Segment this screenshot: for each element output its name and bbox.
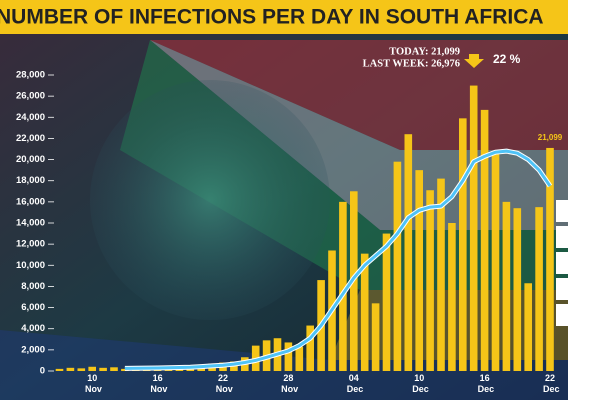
bar [55,368,64,371]
down-arrow [464,54,484,68]
x-tick-label: 16 Dec [475,373,494,394]
bar [480,109,489,371]
x-tick-label-part: Dec [410,384,429,394]
bar [524,283,532,371]
bar [66,367,75,371]
y-tick-label: 18,000 [16,175,45,186]
x-tick-label-part: 16 [153,373,163,383]
bar [459,118,467,371]
bar [284,342,293,371]
bar [306,325,314,371]
share-link[interactable] [556,304,572,326]
x-tick-label: 28 Nov [279,373,299,394]
share-pinterest[interactable] [556,252,572,274]
bar [513,208,522,371]
x-tick-label-part: 22 [218,373,228,383]
x-tick-label-part: 28 [283,373,293,383]
bar [491,153,500,371]
bar [99,367,107,371]
chart-title: NUMBER OF INFECTIONS PER DAY IN SOUTH AF… [0,6,544,29]
virus-image [90,80,330,320]
bar [502,201,511,371]
bar [448,223,456,371]
bar [295,346,304,371]
x-tick-label: 22 Nov [213,373,233,394]
data-label: 21,099 [538,133,563,142]
bar [110,367,118,371]
x-tick-label-part: Dec [540,384,559,394]
y-tick-label: 12,000 [16,239,45,250]
share-facebook[interactable] [556,200,572,222]
x-tick-label-part: Nov [148,384,168,394]
x-tick-label-part: Dec [475,384,494,394]
x-tick-label-part: Nov [279,384,299,394]
y-tick-label: 8,000 [21,281,45,292]
x-tick-label: 22 Dec [540,373,559,394]
y-tick-label: 6,000 [21,302,45,313]
bar [404,134,413,371]
y-tick-label: 2,000 [21,344,45,355]
bar [121,368,129,371]
x-tick-label-part: Dec [344,384,363,394]
y-tick-label: 0 [40,366,45,377]
x-tick-label-part: 10 [87,373,97,383]
bar [546,147,554,371]
y-tick-label: 24,000 [16,112,45,123]
y-tick-label: 26,000 [16,91,45,102]
y-tick-label: 20,000 [16,154,45,165]
x-tick-label: 10 Nov [82,373,102,394]
bar [88,366,96,371]
x-tick-label: 16 Nov [148,373,168,394]
x-tick-label-part: 16 [480,373,490,383]
x-tick-label-part: 04 [349,373,359,383]
bar [437,178,445,371]
line [124,149,552,370]
y-tick-label: 16,000 [16,196,45,207]
x-tick-label-part: 10 [414,373,424,383]
share-email[interactable] [556,278,572,300]
bar [469,85,478,372]
bar [393,161,402,371]
annotation: TODAY: 21,099 [389,46,460,57]
bar [415,170,423,371]
bar [535,207,543,371]
share-buttons [556,200,572,326]
x-tick-label: 04 Dec [344,373,363,394]
bar [360,253,369,371]
title-banner [0,0,568,34]
x-tick-label-part: Nov [213,384,233,394]
annotation: LAST WEEK: 26,976 [363,58,460,69]
y-tick-label: 4,000 [21,323,45,334]
y-tick-label: 14,000 [16,218,45,229]
flag-blue [0,330,568,400]
bar [426,190,434,371]
bar [339,201,347,371]
x-tick-label-part: 22 [545,373,555,383]
annotation: 22 % [493,52,521,66]
bar [371,303,380,371]
share-twitter[interactable] [556,226,572,248]
x-tick-label: 10 Dec [410,373,429,394]
y-tick-label: 22,000 [16,133,45,144]
y-tick-label: 28,000 [16,70,45,81]
y-tick-label: 10,000 [16,260,45,271]
bar [382,233,391,371]
bar [77,368,86,371]
x-tick-label-part: Nov [82,384,102,394]
